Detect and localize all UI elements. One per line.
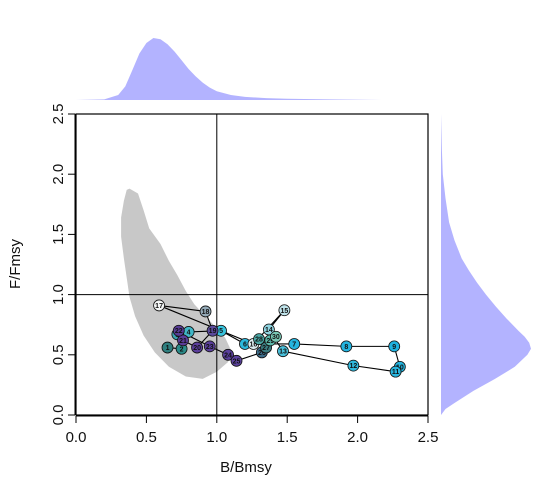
trajectory-point-label: 5 [219, 328, 223, 335]
trajectory-point: 15 [278, 304, 291, 317]
trajectory-point-marker [206, 324, 219, 337]
trajectory-point-marker [177, 334, 189, 347]
trajectory-point: 18 [199, 305, 212, 318]
trajectory-point-label: 21 [179, 338, 187, 345]
trajectory-point-marker [153, 299, 165, 312]
trajectory-point: 24 [222, 348, 234, 361]
trajectory-point-marker [203, 340, 216, 353]
trajectory-point-label: 19 [209, 328, 217, 335]
trajectory-point-label: 8 [344, 344, 348, 351]
trajectory-point: 30 [270, 330, 282, 343]
trajectory-point-marker [389, 365, 402, 378]
trajectory-point-label: 23 [206, 344, 214, 351]
trajectory-point-marker [388, 340, 401, 353]
y-axis: 0.0 0.5 1.0 1.5 2.0 2.5 [50, 104, 76, 426]
trajectory-point: 1 [161, 341, 174, 354]
trajectory-point-label: 13 [279, 349, 287, 356]
x-axis: 0.0 0.5 1.0 1.5 2.0 2.5 [66, 415, 439, 446]
trajectory-point-marker [161, 341, 174, 354]
trajectory-point-marker [340, 340, 353, 353]
trajectory-point: 7 [288, 338, 301, 350]
trajectory-point-marker [172, 324, 185, 337]
trajectory-point-marker [222, 348, 234, 361]
trajectory-point-label: 11 [392, 369, 400, 376]
trajectory-point-marker [191, 341, 203, 354]
trajectory-point: 12 [347, 359, 360, 372]
marginal-histogram-f-fmsy [441, 114, 531, 415]
x-axis-title: B/Bmsy [220, 459, 272, 476]
trajectory-point: 28 [253, 333, 265, 346]
trajectory-point: 20 [191, 341, 203, 354]
trajectory-point-label: 25 [233, 358, 241, 365]
y-tick-label: 2.0 [50, 164, 67, 185]
trajectory-point-label: 9 [392, 344, 396, 351]
x-tick-label: 2.0 [347, 429, 368, 446]
trajectory-point: 9 [388, 340, 401, 353]
trajectory-point-label: 22 [175, 328, 183, 335]
trajectory-point: 13 [277, 345, 289, 358]
trajectory-point-marker [278, 304, 291, 317]
y-tick-label: 2.5 [50, 104, 67, 125]
trajectory-point: 25 [230, 354, 243, 367]
trajectory-segment [158, 304, 254, 345]
plot-frame [75, 113, 429, 416]
trajectory-point-label: 4 [187, 329, 191, 336]
trajectory-point-label: 29 [266, 338, 274, 345]
trajectory-point-label: 6 [243, 341, 247, 348]
trajectory-point: 23 [203, 340, 216, 353]
y-tick-label: 1.0 [50, 284, 67, 305]
trajectory-point: 8 [340, 340, 353, 353]
x-tick-label: 2.5 [418, 429, 439, 446]
trajectory-points: 1234567891011121314151617181920212223242… [153, 299, 406, 378]
trajectory-point-marker [277, 345, 289, 358]
trajectory-point-label: 20 [193, 345, 201, 352]
x-tick-label: 1.0 [206, 429, 227, 446]
trajectory-point-marker [270, 330, 282, 343]
trajectory-point: 19 [206, 324, 219, 337]
y-axis-title: F/Fmsy [7, 239, 24, 289]
trajectory-point: 11 [389, 365, 402, 378]
trajectory-point-label: 24 [224, 352, 232, 359]
trajectory-point-label: 15 [280, 308, 288, 315]
plot-area: 1234567891011121314151617181920212223242… [75, 113, 429, 416]
trajectory-point-label: 1 [166, 345, 170, 352]
y-tick-label: 0.5 [50, 344, 67, 365]
trajectory-point: 17 [153, 299, 165, 312]
trajectory-segment [294, 343, 347, 347]
trajectory-point-label: 2 [180, 346, 184, 353]
trajectory-point-label: 17 [155, 303, 163, 310]
y-tick-label: 0.0 [50, 405, 67, 426]
trajectory-point-marker [230, 354, 243, 367]
trajectory-point-label: 27 [262, 345, 270, 352]
trajectory-point-label: 16 [250, 341, 258, 348]
marginal-density-b-bmsy [76, 38, 428, 100]
trajectory-point: 22 [172, 324, 185, 337]
trajectory-point-marker [347, 359, 360, 372]
trajectory-point-label: 7 [292, 341, 296, 348]
trajectory-segment [353, 365, 396, 373]
trajectory-point-label: 30 [272, 334, 280, 341]
x-tick-label: 1.5 [277, 429, 298, 446]
trajectory-point: 4 [182, 326, 195, 338]
trajectory-point-label: 26 [258, 350, 266, 357]
y-tick-label: 1.5 [50, 224, 67, 245]
trajectory-point-marker [288, 338, 301, 350]
x-tick-label: 0.5 [136, 429, 157, 446]
trajectory-point-label: 18 [202, 309, 210, 316]
trajectory-point-label: 12 [349, 363, 357, 370]
trajectory-segment [159, 304, 206, 313]
trajectory-point-marker [199, 305, 212, 318]
trajectory-point: 21 [177, 334, 189, 347]
marginal-density-f-fmsy [441, 114, 531, 415]
marginal-histogram-b-bmsy [76, 38, 428, 100]
trajectory-segment [282, 350, 354, 367]
x-tick-label: 0.0 [66, 429, 87, 446]
trajectory-point-label: 14 [265, 327, 273, 334]
trajectory-point-label: 28 [255, 337, 263, 344]
